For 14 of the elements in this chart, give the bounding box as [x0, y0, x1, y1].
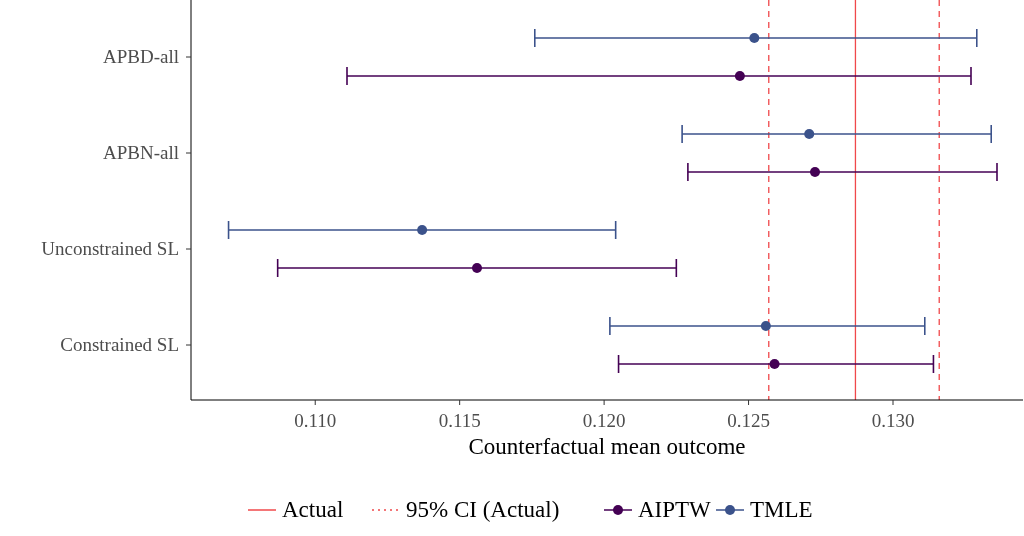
legend-label: TMLE: [750, 497, 813, 522]
x-tick-label: 0.120: [582, 410, 626, 431]
y-tick-label: Unconstrained SL: [41, 238, 179, 259]
x-tick-label: 0.130: [871, 410, 915, 431]
y-tick-label: Constrained SL: [60, 334, 179, 355]
x-axis-title: Counterfactual mean outcome: [468, 434, 746, 459]
legend-label: 95% CI (Actual): [406, 497, 560, 522]
y-tick-label: APBD-all: [103, 46, 179, 67]
x-tick-label: 0.115: [438, 410, 481, 431]
legend-label: Actual: [282, 497, 344, 522]
x-tick-label: 0.110: [294, 410, 337, 431]
x-tick-label: 0.125: [727, 410, 770, 431]
y-tick-label: APBN-all: [103, 142, 179, 163]
legend-label: AIPTW: [638, 497, 712, 522]
